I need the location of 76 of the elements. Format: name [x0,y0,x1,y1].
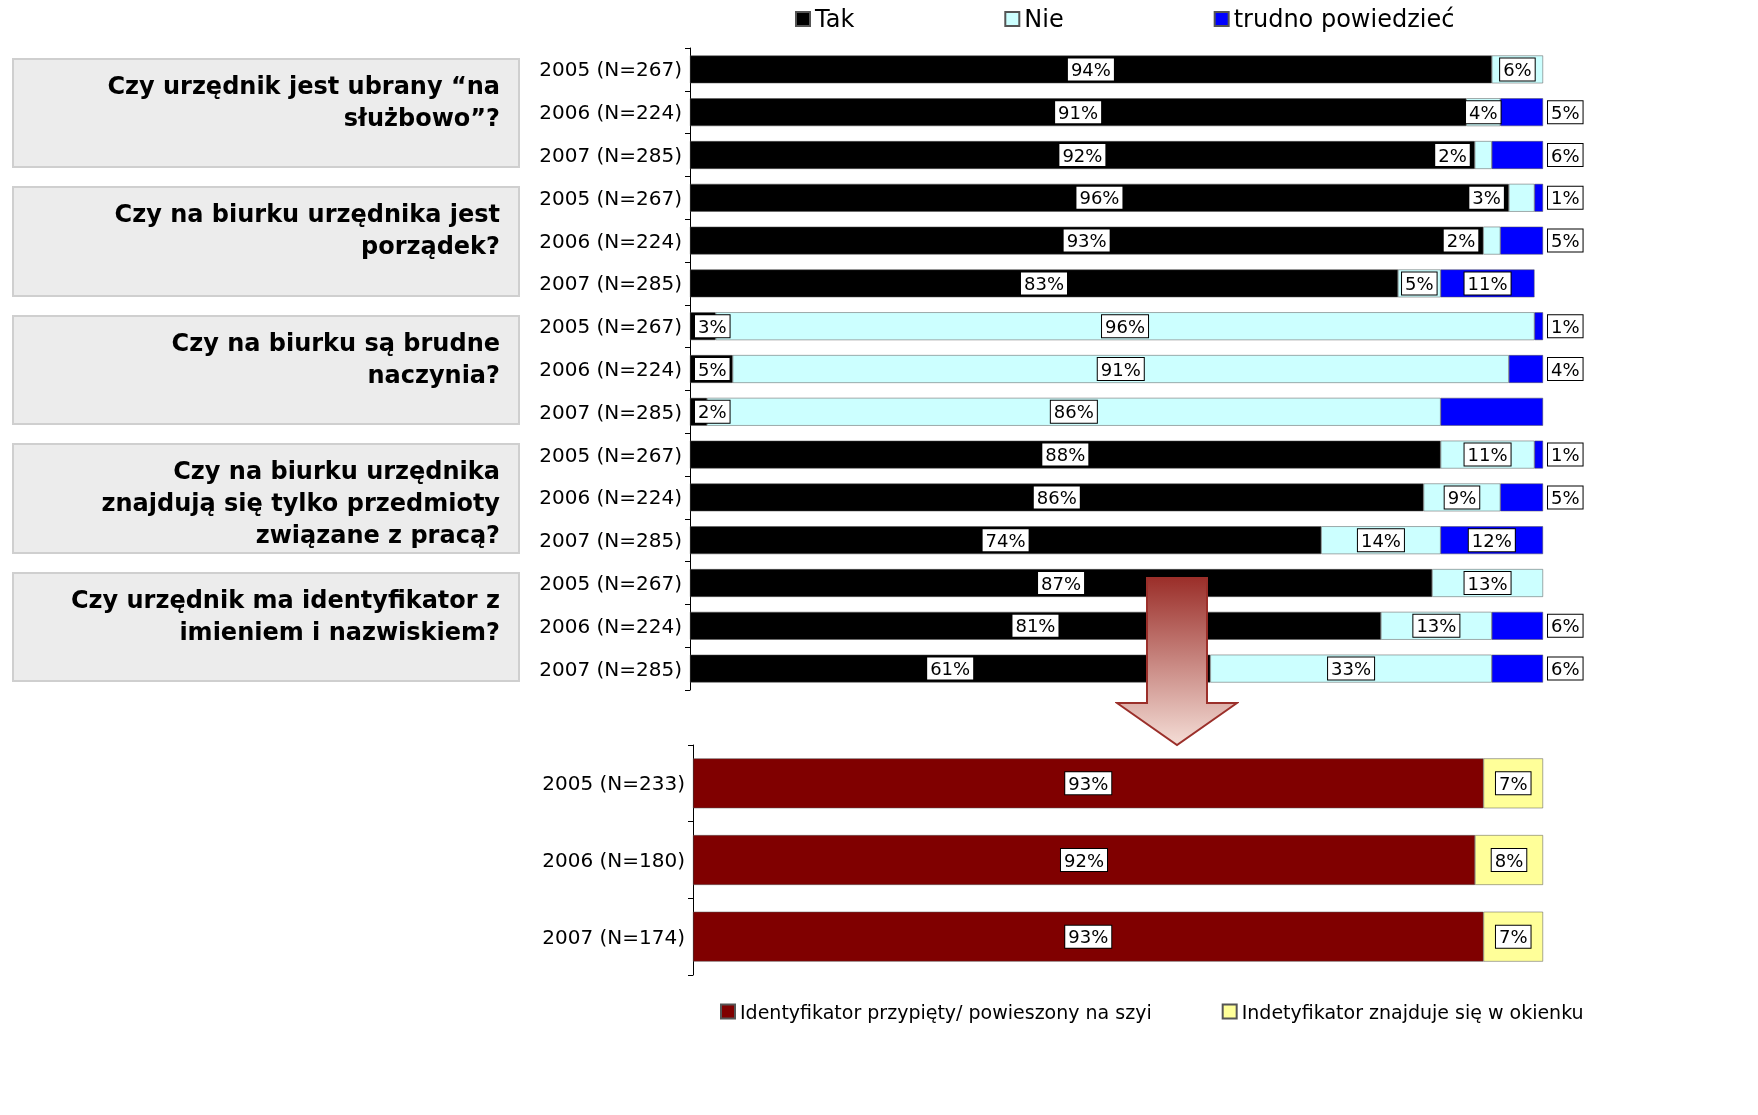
y-tick-label: 2007 (N=285) [539,656,682,681]
data-label: 91% [1058,101,1099,123]
data-label: 11% [1467,444,1508,466]
y-tick-label: 2006 (N=224) [539,357,682,381]
data-label: 74% [985,529,1026,551]
data-label: 7% [1498,772,1528,794]
data-label: 2% [1438,144,1467,166]
y-tick-label: 2005 (N=267) [539,57,682,82]
text: Czy urzędnik ma identyfikator z imieniem i nazwiskiem? [12,571,520,682]
data-label: 92% [1063,849,1105,871]
y-tick-label: 2007 (N=285) [539,528,682,553]
data-label: 91% [1100,358,1141,380]
data-label: 4% [1469,101,1498,123]
data-label: 81% [1015,615,1056,637]
data-label: 93% [1066,230,1107,252]
data-label: 2% [698,401,727,423]
data-label: 5% [1405,272,1434,294]
legend-label: Nie [1024,5,1064,33]
data-label: 5% [1551,101,1580,123]
data-label: 5% [1551,230,1580,252]
y-tick-label: 2006 (N=224) [539,100,682,125]
data-label: 5% [1551,486,1580,508]
y-tick-label: 2005 (N=267) [539,185,682,210]
data-label: 87% [1041,572,1082,594]
data-label: 1% [1551,315,1580,337]
y-tick-label: 2007 (N=285) [539,399,682,424]
y-tick-label: 2006 (N=224) [539,613,682,638]
legend-label: trudno powiedzieć [1233,5,1455,33]
data-label: 12% [1471,529,1512,551]
text: Czy na biurku są brudne naczynia? [12,314,520,426]
data-label: 6% [1551,615,1580,637]
data-label: 6% [1503,58,1532,80]
y-tick-label: 2005 (N=233) [542,771,685,796]
data-label: 1% [1551,444,1580,466]
y-tick-label: 2005 (N=267) [539,314,682,339]
legend-label: Tak [814,5,855,33]
y-tick-label: 2005 (N=267) [539,571,682,595]
data-label: 13% [1416,615,1457,637]
data-label: 6% [1551,144,1580,166]
data-label: 2% [1446,230,1476,252]
y-tick-label: 2007 (N=174) [542,924,685,949]
data-label: 92% [1062,144,1103,166]
data-label: 61% [930,658,971,680]
data-label: 7% [1498,926,1528,948]
data-label: 3% [698,315,727,337]
data-label: 8% [1494,849,1524,871]
text: Czy na biurku urzędnika jest porządek? [12,186,520,297]
data-label: 4% [1551,358,1580,380]
data-label: 94% [1070,58,1111,80]
legend-label: Identyfikator przypięty/ powieszony na szyi [740,1000,1152,1023]
y-tick-label: 2006 (N=224) [539,485,682,510]
data-label: 86% [1053,401,1094,423]
data-label: 3% [1472,187,1501,209]
data-label: 96% [1079,187,1120,209]
y-tick-label: 2005 (N=267) [539,442,682,467]
data-label: 96% [1105,315,1146,337]
data-label: 9% [1447,486,1477,508]
legend-label: Indetyfikator znajduje się w okienku [1241,1000,1584,1023]
data-label: 86% [1036,486,1077,508]
data-label: 13% [1467,572,1508,594]
y-tick-label: 2006 (N=224) [539,228,682,253]
data-label: 6% [1551,658,1580,680]
data-label: 11% [1467,272,1508,294]
data-label: 93% [1068,772,1109,794]
data-label: 83% [1023,272,1064,294]
y-tick-label: 2007 (N=285) [539,271,682,296]
text: Czy urzędnik jest ubrany “na służbowo”? [12,58,520,169]
data-label: 1% [1551,187,1580,209]
text: Czy na biurku urzędnika znajdują się tylko przedmioty związane z pracą? [12,443,520,554]
data-label: 5% [698,358,727,380]
data-label: 93% [1068,926,1109,948]
y-tick-label: 2007 (N=285) [539,143,682,167]
y-tick-label: 2006 (N=180) [542,848,685,872]
data-label: 14% [1360,529,1401,551]
data-label: 88% [1045,444,1086,466]
data-label: 33% [1331,658,1372,680]
